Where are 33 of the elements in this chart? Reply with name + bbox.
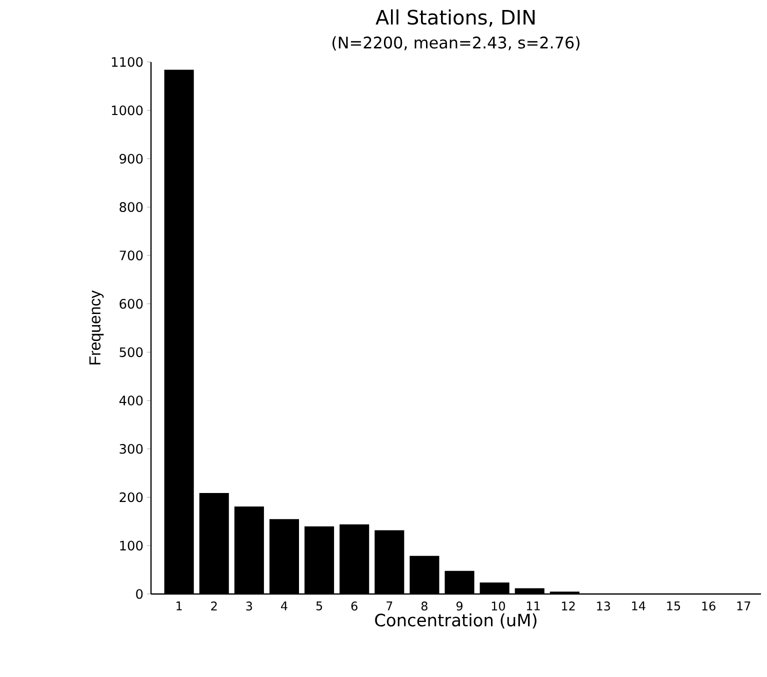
y-tick-label: 700 [120, 250, 143, 260]
x-tick-label: 6 [351, 602, 358, 611]
x-tick-label: 12 [562, 602, 575, 610]
y-tick-label: 800 [120, 202, 143, 212]
x-tick-label: 10 [492, 602, 505, 611]
y-axis-title: Frequency [89, 290, 104, 364]
chart-title: All Stations, DIN [376, 9, 535, 27]
x-tick-label: 9 [456, 602, 462, 611]
x-tick-label: 17 [737, 602, 750, 610]
y-tick-label: 200 [120, 492, 143, 502]
x-tick-label: 2 [211, 602, 217, 610]
x-tick-label: 8 [421, 602, 428, 611]
y-tick-label: 900 [120, 154, 143, 164]
x-tick-label: 15 [667, 602, 680, 610]
x-tick-label: 5 [316, 602, 322, 610]
x-tick-label: 7 [386, 602, 392, 610]
x-tick-label: 11 [526, 602, 540, 610]
y-tick-label: 1100 [112, 57, 143, 67]
x-tick-label: 1 [176, 602, 182, 610]
y-tick-label: 1000 [112, 105, 143, 116]
x-tick-label: 13 [597, 602, 610, 611]
x-axis-title: Concentration (uM) [375, 613, 536, 628]
y-tick-label: 400 [119, 396, 143, 406]
x-tick-label: 14 [632, 602, 646, 610]
y-tick-label: 600 [120, 298, 143, 309]
x-tick-label: 3 [246, 602, 252, 611]
y-tick-label: 0 [136, 589, 143, 599]
y-tick-label: 500 [120, 347, 143, 358]
x-tick-label: 16 [702, 602, 716, 611]
chart-subtitle: (N=2200, mean=2.43, s=2.76) [332, 36, 580, 50]
y-tick-label: 100 [120, 540, 143, 551]
x-tick-label: 4 [281, 602, 288, 610]
y-tick-label: 300 [120, 444, 143, 454]
